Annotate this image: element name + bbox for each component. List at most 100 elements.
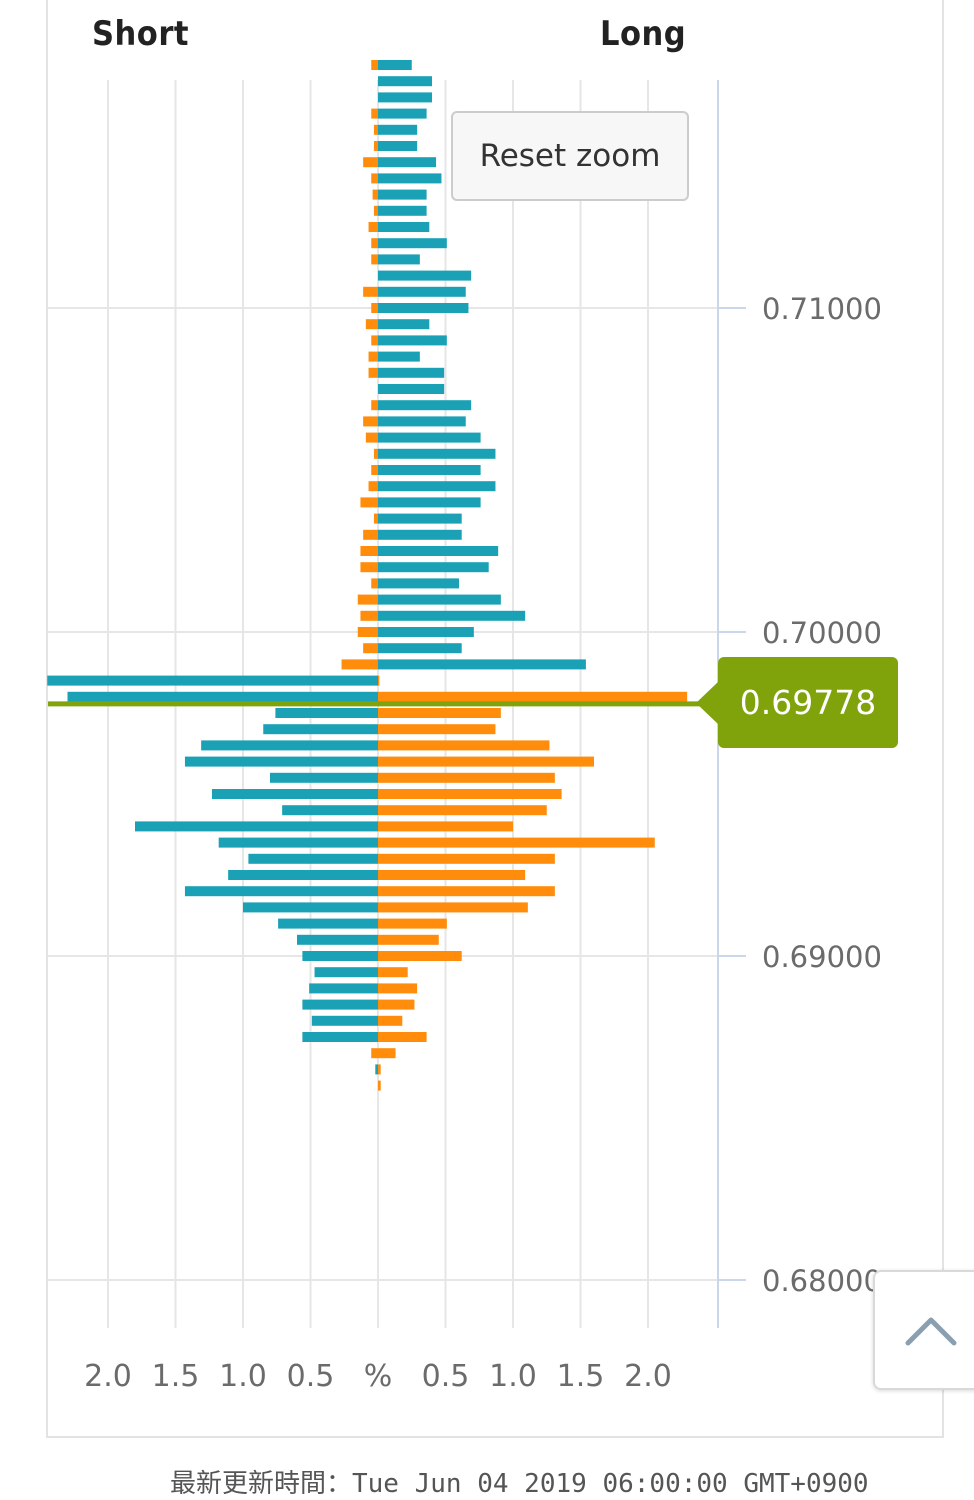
short-position-bar (297, 934, 378, 945)
short-order-bar (363, 157, 378, 168)
long-position-bar (378, 691, 688, 702)
x-tick-label: 2.0 (84, 1359, 132, 1394)
long-position-bar (378, 740, 550, 751)
long-order-bar (378, 529, 462, 540)
short-position-bar (275, 708, 378, 718)
long-order-bar (378, 594, 501, 605)
short-position-bar (47, 675, 378, 686)
long-position-bar (378, 805, 547, 816)
long-order-bar (378, 270, 472, 281)
long-position-bar (378, 918, 447, 929)
long-position-bar (378, 967, 408, 978)
long-order-bar (378, 627, 474, 637)
long-order-bar (378, 562, 489, 573)
short-order-bar (357, 627, 378, 637)
long-order-bar (378, 578, 459, 589)
x-tick-label: 1.0 (219, 1359, 267, 1394)
short-position-bar (375, 1064, 378, 1075)
short-position-bar (201, 740, 378, 751)
short-position-bar (228, 870, 378, 880)
short-position-bar (218, 837, 378, 848)
short-order-bar (341, 659, 378, 670)
long-position-bar (378, 1080, 381, 1091)
long-position-bar (378, 675, 380, 686)
long-position-bar (378, 708, 501, 718)
long-position-bar (378, 983, 418, 994)
short-order-bar (371, 400, 378, 411)
long-order-bar (378, 384, 445, 394)
short-position-bar (309, 983, 378, 994)
long-order-bar (378, 189, 427, 200)
short-order-bar (360, 562, 378, 573)
reset-zoom-button[interactable]: Reset zoom (451, 111, 689, 201)
short-order-bar (360, 497, 378, 508)
long-order-bar (378, 60, 412, 70)
short-position-bar (243, 902, 378, 913)
short-order-bar (371, 465, 378, 475)
x-tick-label: 0.5 (422, 1359, 470, 1394)
scroll-to-top-button[interactable] (873, 1270, 974, 1390)
short-order-bar (371, 254, 378, 265)
long-order-bar (378, 157, 437, 168)
short-order-bar (365, 432, 378, 443)
short-order-bar (368, 481, 378, 492)
short-position-bar (278, 918, 378, 929)
long-position-bar (378, 951, 462, 961)
x-tick-label: 1.5 (557, 1359, 605, 1394)
short-order-bar (371, 173, 378, 184)
short-order-bar (368, 367, 378, 378)
long-order-bar (378, 513, 462, 524)
long-order-bar (378, 448, 496, 459)
y-tick-label: 0.71000 (762, 292, 882, 326)
chevron-up-icon (905, 1317, 957, 1346)
short-position-bar (67, 691, 378, 702)
short-side-title: Short (92, 14, 190, 54)
chart-frame (46, 0, 944, 1438)
last-updated-text: 最新更新時間：Tue Jun 04 2019 06:00:00 GMT+0900 (170, 1469, 869, 1499)
short-position-bar (311, 1015, 378, 1026)
long-order-bar (378, 367, 445, 378)
short-position-bar (270, 772, 378, 783)
long-order-bar (378, 400, 472, 411)
long-order-bar (378, 643, 462, 654)
long-order-bar (378, 238, 447, 249)
long-order-bar (378, 432, 481, 443)
long-position-bar (378, 902, 528, 913)
short-order-bar (363, 643, 378, 654)
short-order-bar (373, 513, 378, 524)
long-position-bar (378, 789, 562, 799)
long-order-bar (378, 141, 418, 151)
long-order-bar (378, 124, 418, 135)
short-order-bar (371, 303, 378, 313)
long-order-bar (378, 465, 481, 475)
short-order-bar (371, 335, 378, 346)
long-position-bar (378, 934, 439, 945)
long-position-bar (378, 1032, 427, 1042)
short-position-bar (314, 967, 378, 978)
long-position-bar (378, 870, 526, 880)
short-position-bar (302, 1032, 378, 1042)
long-order-bar (378, 610, 526, 621)
long-position-bar (378, 1048, 396, 1059)
long-position-bar (378, 886, 555, 897)
long-position-bar (378, 853, 555, 864)
long-position-bar (378, 756, 594, 767)
long-order-bar (378, 319, 430, 330)
long-order-bar (378, 205, 427, 216)
y-tick-label: 0.69000 (762, 940, 882, 974)
long-side-title: Long (600, 14, 687, 54)
short-position-bar (263, 724, 378, 735)
short-position-bar (135, 821, 378, 832)
y-tick-label: 0.68000 (762, 1264, 882, 1298)
long-order-bar (378, 497, 481, 508)
long-order-bar (378, 546, 499, 556)
short-order-bar (371, 1048, 378, 1059)
short-position-bar (302, 999, 378, 1010)
short-position-bar (184, 756, 378, 767)
short-order-bar (371, 108, 378, 119)
short-position-bar (282, 805, 378, 816)
long-order-bar (378, 173, 442, 184)
long-position-bar (378, 724, 496, 735)
short-order-bar (371, 578, 378, 589)
short-order-bar (371, 238, 378, 249)
